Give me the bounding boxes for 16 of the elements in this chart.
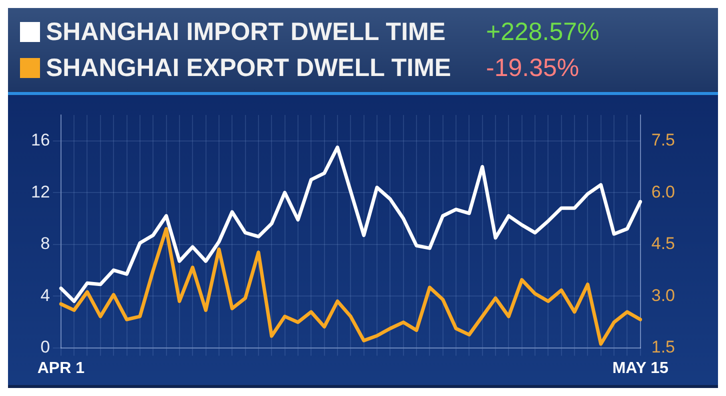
- text: -19.35%: [486, 54, 580, 82]
- text: +228.57%: [486, 18, 600, 46]
- y2-tick-label: 4.5: [651, 234, 676, 254]
- y-tick-label: 16: [30, 130, 50, 150]
- x-tick-label: APR 1: [37, 360, 85, 377]
- y-tick-label: 0: [40, 337, 50, 356]
- y-tick-label: 12: [30, 182, 50, 202]
- legend-label: SHANGHAI EXPORT DWELL TIME: [46, 54, 452, 82]
- y-tick-label: 4: [40, 286, 50, 305]
- y-tick-label: 8: [40, 234, 50, 254]
- y2-tick-label: 6.0: [651, 182, 676, 202]
- y2-tick-label: 3.0: [651, 286, 676, 305]
- y2-tick-label: 7.5: [651, 130, 676, 150]
- y2-tick-label: 1.5: [651, 337, 676, 356]
- legend-label: SHANGHAI IMPORT DWELL TIME: [46, 18, 447, 46]
- x-tick-label: MAY 15: [612, 360, 668, 377]
